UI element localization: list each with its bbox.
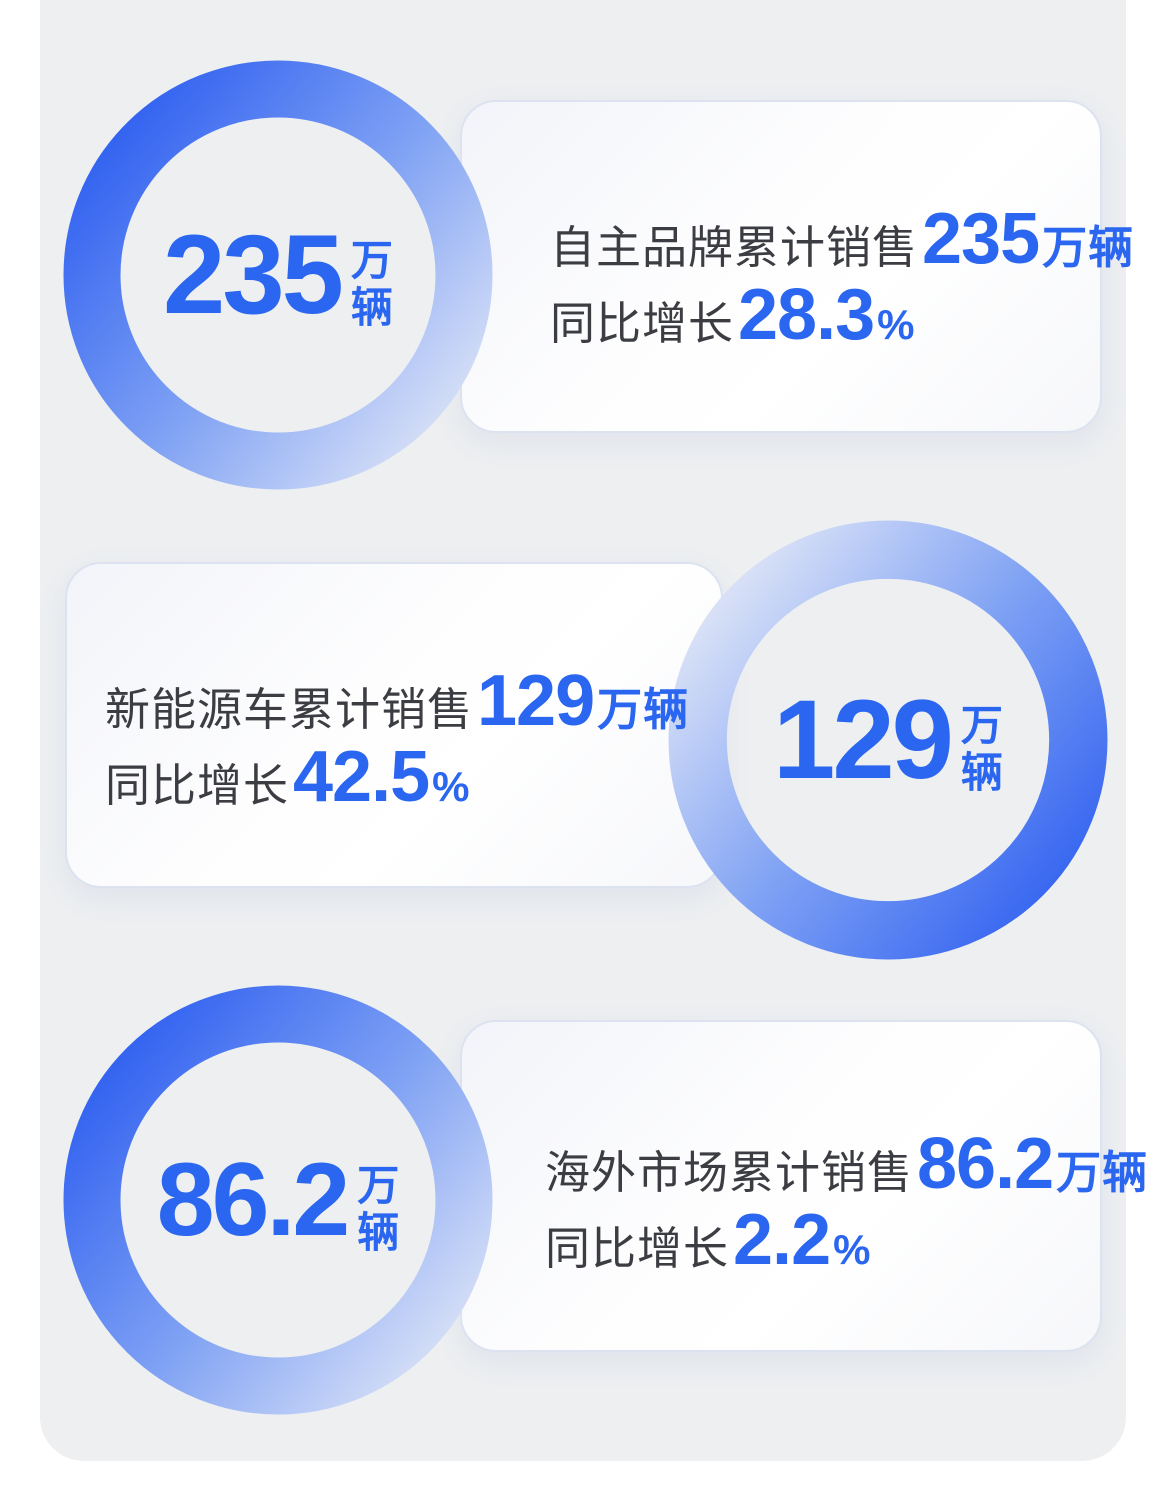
- ring-graphic: [668, 520, 1108, 960]
- stat-line-growth: 同比增长 2.2 %: [545, 1199, 1148, 1280]
- circle-unit-top: 万: [357, 1161, 400, 1209]
- stat-value: 86.2: [917, 1124, 1054, 1204]
- info-card-overseas: [460, 1020, 1102, 1352]
- stat-unit: 万辆: [597, 684, 690, 735]
- stat-value: 235: [922, 199, 1040, 279]
- circle-unit-bottom: 辆: [357, 1209, 400, 1256]
- stat-label: 新能源车累计销售: [105, 684, 474, 735]
- stat-label: 同比增长: [545, 1222, 730, 1274]
- circle-unit-top: 万: [960, 701, 1003, 749]
- circle-unit: 万 辆: [351, 237, 393, 331]
- circle-unit-bottom: 辆: [960, 749, 1003, 796]
- ring-stat-overseas: 86.2 万 辆: [63, 985, 493, 1415]
- stat-unit-percent: %: [877, 300, 915, 348]
- stat-line-sales: 海外市场累计销售 86.2 万辆: [545, 1124, 1149, 1204]
- stat-ring-new-energy: 129 万 辆: [668, 520, 1108, 960]
- circle-unit: 万 辆: [357, 1162, 399, 1256]
- stat-line-growth: 同比增长 28.3 %: [550, 274, 1134, 355]
- stat-ring-own-brand: 235 万 辆: [63, 60, 493, 490]
- circle-value: 86.2: [156, 1142, 350, 1258]
- stat-unit: 万辆: [1056, 1147, 1149, 1198]
- stat-label: 同比增长: [105, 759, 290, 811]
- ring-graphic: [63, 60, 493, 490]
- ring-stat-own-brand: 235 万 辆: [63, 60, 493, 490]
- stat-label: 海外市场累计销售: [545, 1147, 914, 1198]
- circle-value: 235: [163, 212, 344, 337]
- stat-value: 28.3: [738, 274, 875, 355]
- info-card-own-brand: [460, 100, 1102, 433]
- stat-text-own-brand: 自主品牌累计销售 235 万辆 同比增长 28.3 %: [550, 199, 1135, 355]
- stat-ring-overseas: 86.2 万 辆: [63, 985, 493, 1415]
- stat-line-sales: 自主品牌累计销售 235 万辆: [550, 199, 1135, 279]
- circle-value: 129: [773, 677, 954, 802]
- stat-unit-percent: %: [833, 1225, 871, 1273]
- ring-stat-new-energy: 129 万 辆: [668, 520, 1108, 960]
- stat-line-growth: 同比增长 42.5 %: [105, 736, 689, 817]
- stat-label: 自主品牌累计销售: [550, 222, 919, 273]
- stat-value: 129: [477, 661, 595, 741]
- circle-unit: 万 辆: [961, 702, 1003, 796]
- ring-graphic: [63, 985, 493, 1415]
- stat-unit-percent: %: [432, 762, 470, 810]
- circle-unit-bottom: 辆: [350, 284, 393, 331]
- circle-unit-top: 万: [350, 236, 393, 284]
- stat-unit: 万辆: [1042, 222, 1135, 273]
- stat-value: 2.2: [733, 1199, 831, 1280]
- info-card-new-energy: [65, 562, 723, 888]
- stat-line-sales: 新能源车累计销售 129 万辆: [105, 661, 690, 741]
- stat-text-overseas: 海外市场累计销售 86.2 万辆 同比增长 2.2 %: [545, 1124, 1149, 1280]
- stat-value: 42.5: [293, 736, 430, 817]
- stat-label: 同比增长: [550, 297, 735, 349]
- stat-text-new-energy: 新能源车累计销售 129 万辆 同比增长 42.5 %: [105, 661, 690, 817]
